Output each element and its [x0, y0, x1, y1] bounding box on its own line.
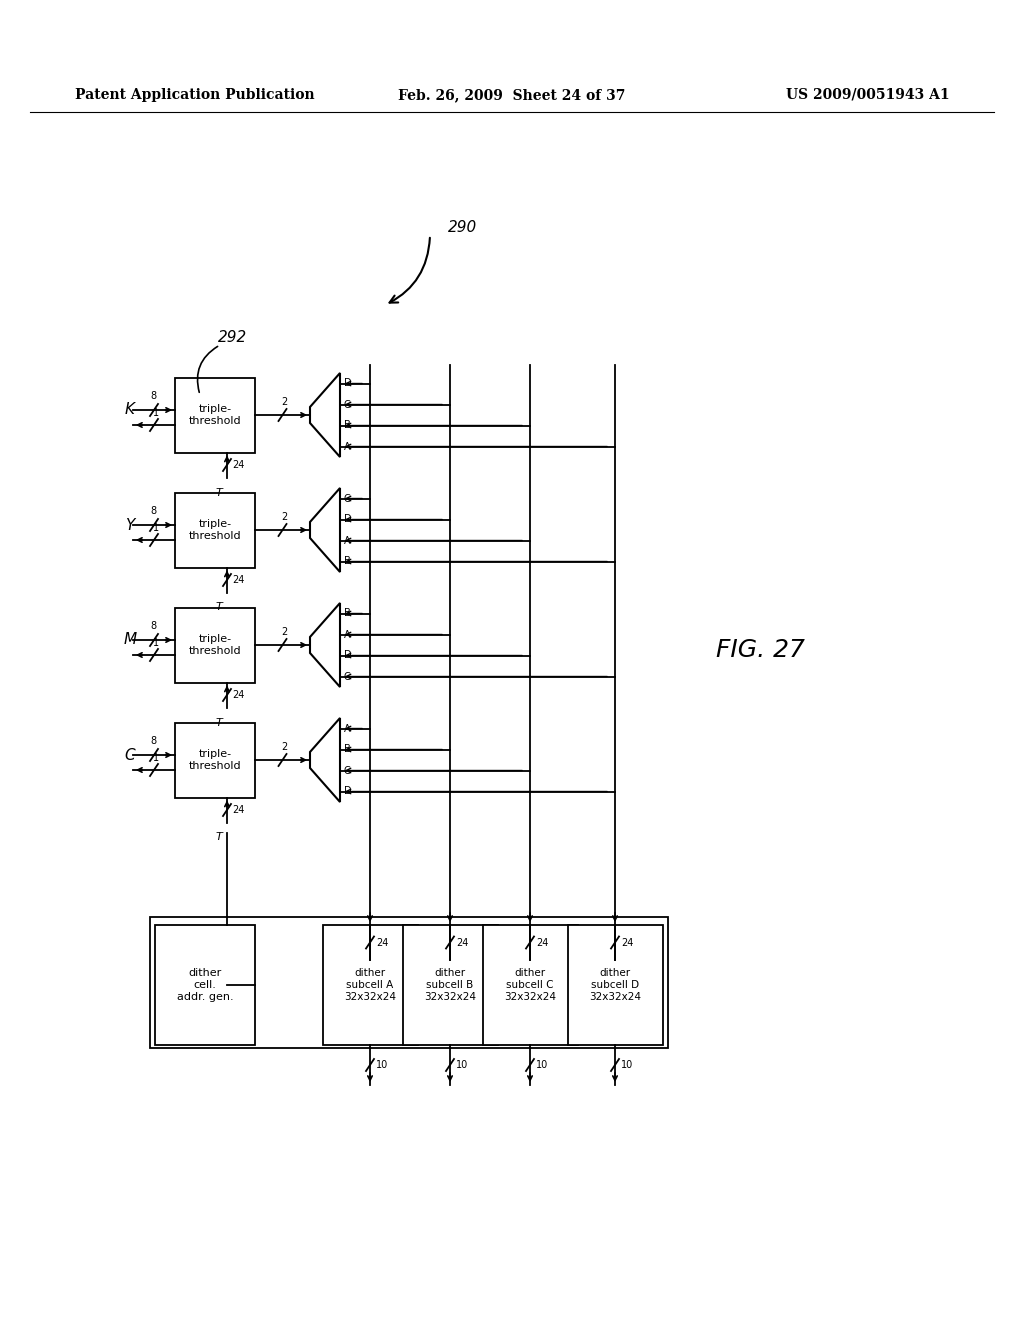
- Text: 2: 2: [282, 627, 288, 638]
- Bar: [175, 722, 255, 797]
- Text: 1: 1: [153, 408, 159, 418]
- Text: T: T: [216, 718, 222, 727]
- Bar: [175, 492, 255, 568]
- Text: K: K: [125, 403, 135, 417]
- Text: C: C: [344, 494, 351, 503]
- Text: B: B: [344, 609, 351, 619]
- Text: C: C: [125, 747, 135, 763]
- Text: triple-
threshold: triple- threshold: [188, 404, 242, 426]
- FancyArrowPatch shape: [389, 238, 430, 302]
- Text: B: B: [344, 744, 351, 755]
- Text: triple-
threshold: triple- threshold: [188, 519, 242, 541]
- Text: 10: 10: [376, 1060, 388, 1071]
- Bar: [323, 925, 418, 1045]
- Bar: [150, 917, 668, 1048]
- Text: US 2009/0051943 A1: US 2009/0051943 A1: [786, 88, 950, 102]
- Text: A: A: [344, 536, 350, 545]
- Text: 10: 10: [621, 1060, 633, 1071]
- FancyArrowPatch shape: [198, 346, 218, 392]
- Text: 24: 24: [536, 937, 549, 948]
- Text: D: D: [344, 787, 351, 796]
- Text: 24: 24: [376, 937, 388, 948]
- Text: T: T: [216, 602, 222, 612]
- Text: C: C: [344, 400, 351, 409]
- Text: 292: 292: [218, 330, 247, 346]
- Bar: [175, 378, 255, 453]
- Bar: [402, 925, 498, 1045]
- Text: 24: 24: [232, 805, 245, 814]
- Text: dither
subcell B
32x32x24: dither subcell B 32x32x24: [424, 969, 476, 1002]
- Text: dither
cell.
addr. gen.: dither cell. addr. gen.: [177, 969, 233, 1002]
- Text: 24: 24: [456, 937, 468, 948]
- Text: 8: 8: [150, 391, 156, 401]
- Text: Patent Application Publication: Patent Application Publication: [75, 88, 314, 102]
- Text: 8: 8: [150, 620, 156, 631]
- Text: Y: Y: [125, 517, 135, 532]
- Text: D: D: [344, 651, 351, 660]
- Text: 24: 24: [232, 576, 245, 585]
- Text: 24: 24: [621, 937, 634, 948]
- Bar: [482, 925, 578, 1045]
- Text: C: C: [344, 766, 351, 776]
- Text: A: A: [344, 723, 350, 734]
- Text: T: T: [216, 833, 222, 842]
- Text: B: B: [344, 421, 351, 430]
- Text: B: B: [344, 557, 351, 566]
- Text: 1: 1: [153, 752, 159, 763]
- Text: 2: 2: [282, 742, 288, 752]
- Text: dither
subcell C
32x32x24: dither subcell C 32x32x24: [504, 969, 556, 1002]
- Text: 24: 24: [232, 459, 245, 470]
- Text: 2: 2: [282, 397, 288, 407]
- Bar: [175, 607, 255, 682]
- Text: 10: 10: [456, 1060, 468, 1071]
- Text: triple-
threshold: triple- threshold: [188, 750, 242, 771]
- Text: 2: 2: [282, 512, 288, 521]
- Text: M: M: [124, 632, 136, 648]
- Text: 8: 8: [150, 506, 156, 516]
- Text: 1: 1: [153, 638, 159, 648]
- Text: triple-
threshold: triple- threshold: [188, 634, 242, 656]
- Text: T: T: [216, 487, 222, 498]
- Text: dither
subcell D
32x32x24: dither subcell D 32x32x24: [589, 969, 641, 1002]
- Text: 290: 290: [449, 220, 477, 235]
- Text: 24: 24: [232, 690, 245, 700]
- Text: 1: 1: [153, 523, 159, 533]
- Text: FIG. 27: FIG. 27: [716, 638, 805, 663]
- Text: 8: 8: [150, 737, 156, 746]
- Text: A: A: [344, 630, 350, 639]
- Text: C: C: [344, 672, 351, 681]
- Text: dither
subcell A
32x32x24: dither subcell A 32x32x24: [344, 969, 396, 1002]
- Text: D: D: [344, 379, 351, 388]
- Bar: [155, 925, 255, 1045]
- Text: Feb. 26, 2009  Sheet 24 of 37: Feb. 26, 2009 Sheet 24 of 37: [398, 88, 626, 102]
- Text: 10: 10: [536, 1060, 548, 1071]
- Bar: [567, 925, 663, 1045]
- Text: A: A: [344, 441, 350, 451]
- Text: D: D: [344, 515, 351, 524]
